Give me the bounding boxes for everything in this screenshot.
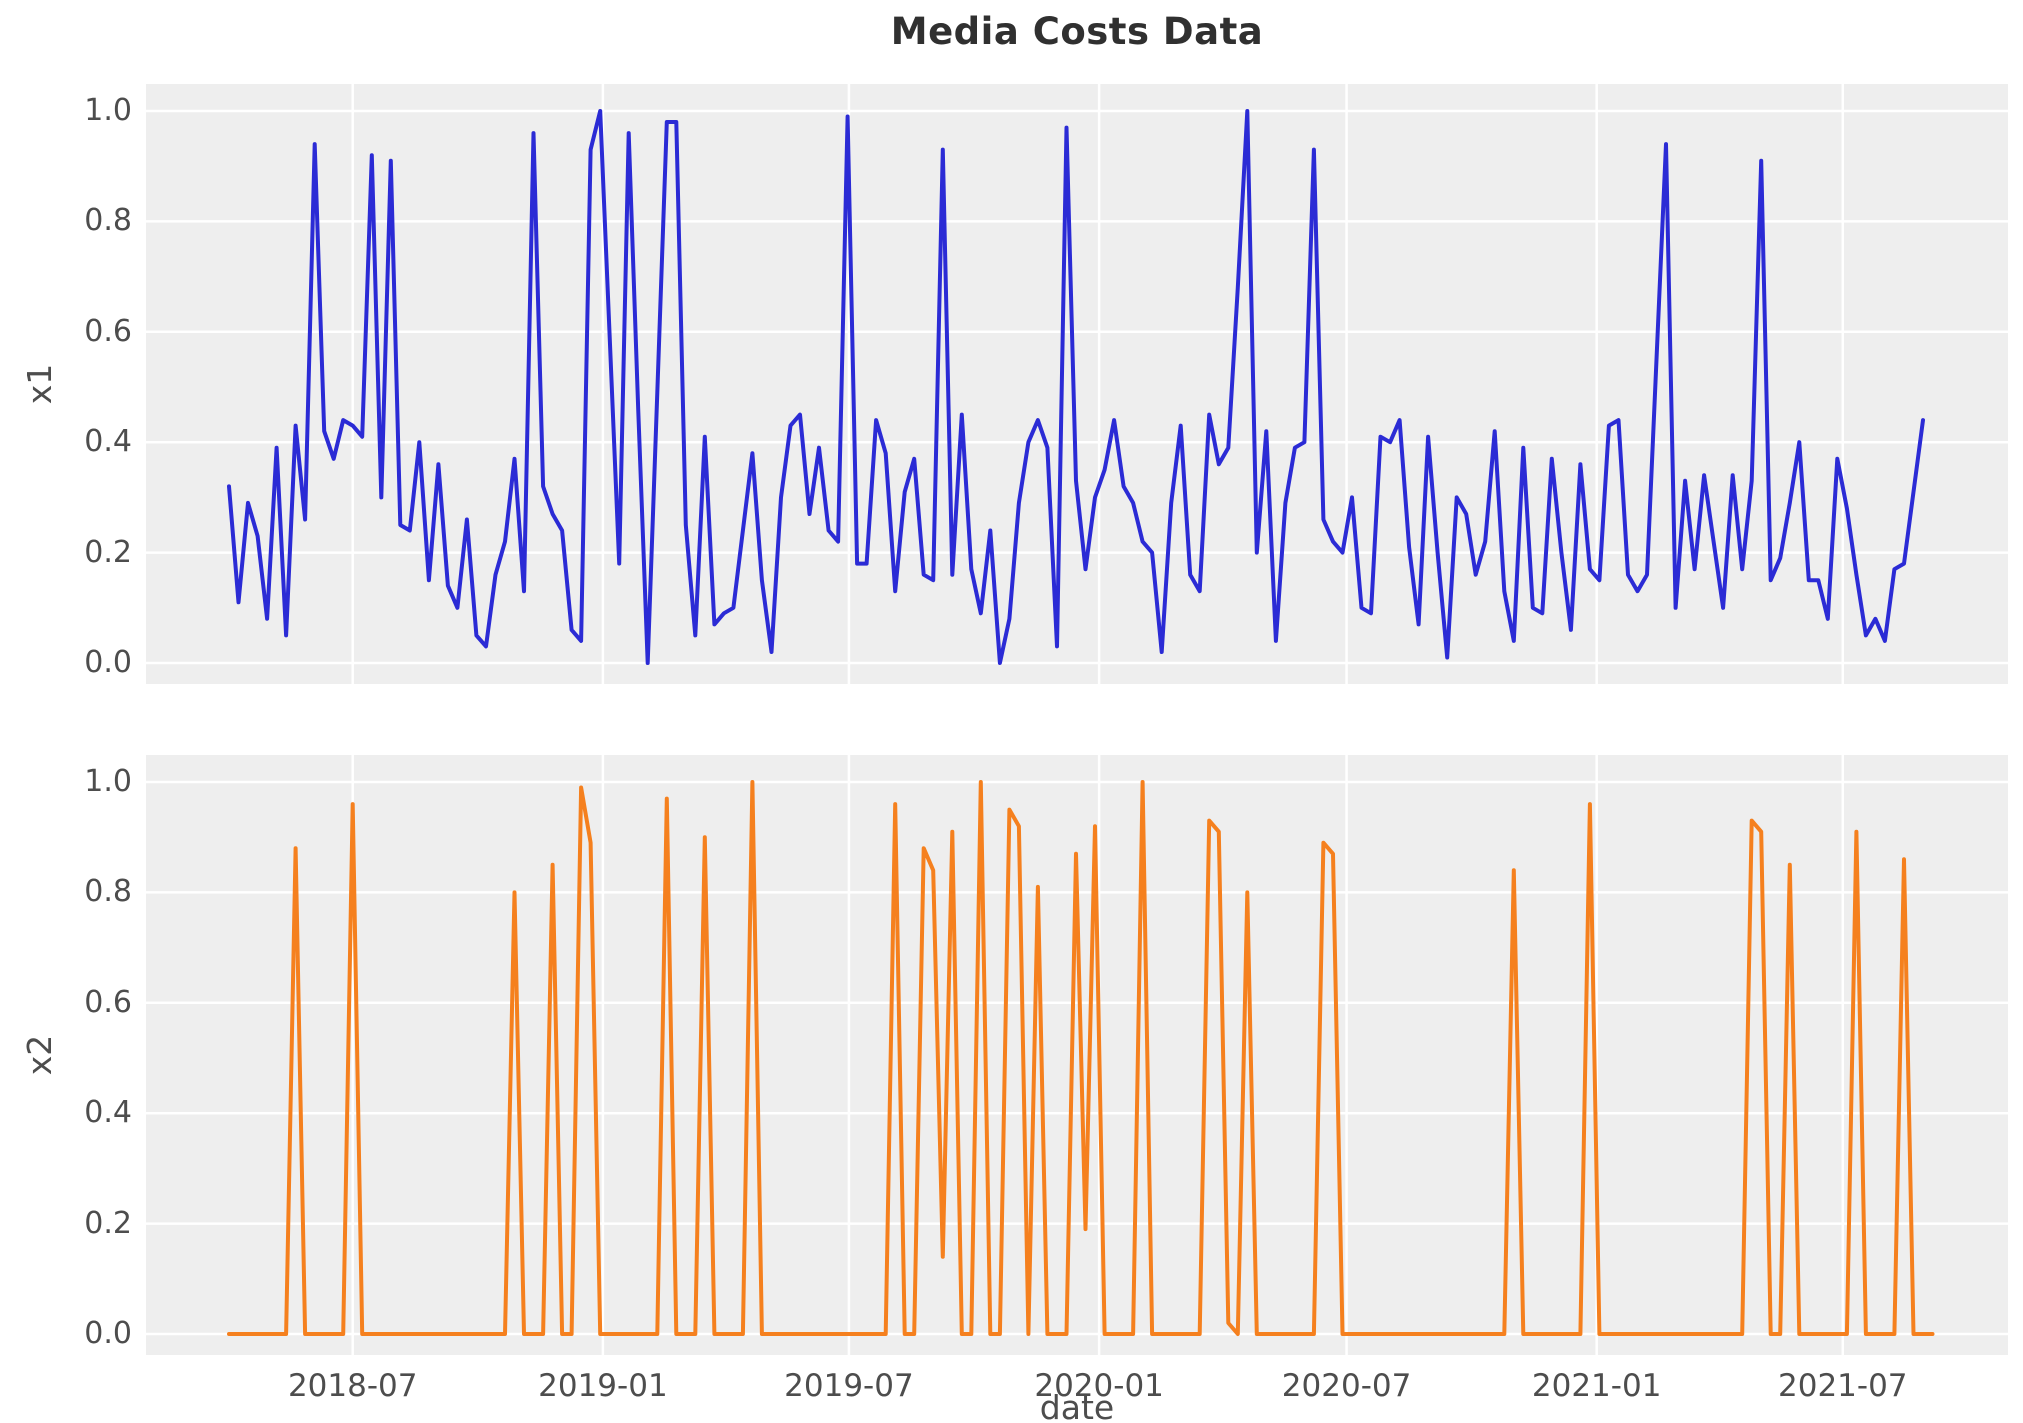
chart-canvas-x1 [146,84,2008,684]
y-axis-label-x1: x1 [20,363,59,405]
chart-canvas-x2 [146,755,2008,1355]
ytick-x2-0.2: 0.2 [84,1205,132,1241]
xtick-2020-01: 2020-01 [1034,1368,1164,1404]
xtick-2019-01: 2019-01 [538,1368,668,1404]
ytick-x2-0.6: 0.6 [84,984,132,1020]
x2-line [227,780,1935,1336]
ytick-x1-0.0: 0.0 [84,645,132,680]
xtick-2019-07: 2019-07 [784,1368,914,1404]
xtick-2020-07: 2020-07 [1281,1368,1412,1404]
ytick-x1-0.8: 0.8 [84,203,132,239]
chart-title: Media Costs Data [890,10,1264,53]
xtick-2021-07: 2021-07 [1778,1368,1908,1404]
x-axis-label: date [1039,1388,1115,1423]
xtick-2018-07: 2018-07 [287,1368,418,1404]
ytick-x2-1.0: 1.0 [84,764,132,799]
ytick-x1-0.6: 0.6 [84,313,132,349]
xtick-2021-01: 2021-01 [1531,1368,1662,1404]
ytick-x2-0.4: 0.4 [84,1095,132,1131]
ytick-x2-0.8: 0.8 [84,874,132,910]
plot-area-x2 [146,755,2008,1355]
plot-area-x1 [146,84,2008,684]
ytick-x1-0.4: 0.4 [84,424,132,460]
ytick-x1-0.2: 0.2 [84,534,132,570]
y-axis-label-x2: x2 [20,1034,59,1076]
x1-line [227,109,1925,665]
ytick-x2-0.0: 0.0 [84,1316,132,1351]
ytick-x1-1.0: 1.0 [84,93,132,128]
